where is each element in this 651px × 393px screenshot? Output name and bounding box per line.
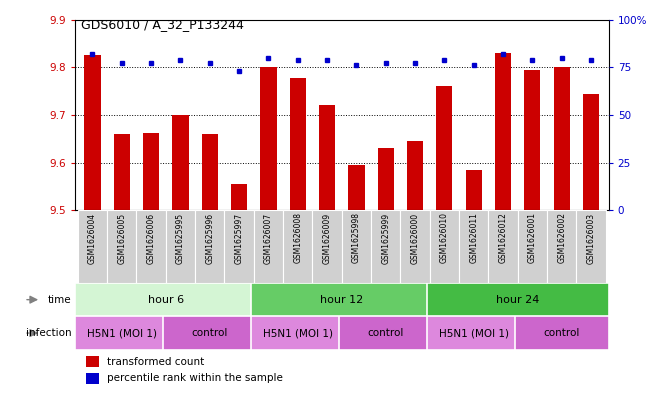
Text: control: control: [368, 328, 404, 338]
Text: GSM1625999: GSM1625999: [381, 213, 390, 264]
Bar: [114, 134, 130, 210]
Text: GSM1626002: GSM1626002: [557, 213, 566, 263]
Bar: [348, 165, 365, 210]
Bar: [495, 53, 511, 210]
Bar: [465, 170, 482, 210]
Text: hour 12: hour 12: [320, 295, 363, 305]
Bar: [339, 316, 433, 350]
Text: GSM1626004: GSM1626004: [88, 213, 97, 264]
Text: GSM1626003: GSM1626003: [587, 213, 596, 264]
Bar: [137, 210, 166, 283]
Bar: [173, 115, 189, 210]
Bar: [312, 210, 342, 283]
Bar: [251, 316, 345, 350]
Text: GDS6010 / A_32_P133244: GDS6010 / A_32_P133244: [81, 18, 244, 31]
Bar: [78, 210, 107, 283]
Text: GSM1625996: GSM1625996: [205, 213, 214, 264]
Text: time: time: [48, 295, 72, 305]
Text: GSM1626001: GSM1626001: [528, 213, 537, 263]
Bar: [518, 210, 547, 283]
Bar: [85, 373, 99, 384]
Text: GSM1626012: GSM1626012: [499, 213, 508, 263]
Bar: [225, 210, 254, 283]
Text: GSM1625995: GSM1625995: [176, 213, 185, 264]
Bar: [107, 210, 137, 283]
Bar: [459, 210, 488, 283]
Bar: [163, 316, 256, 350]
Text: H5N1 (MOI 1): H5N1 (MOI 1): [263, 328, 333, 338]
Bar: [342, 210, 371, 283]
Bar: [430, 210, 459, 283]
Bar: [576, 210, 605, 283]
Bar: [85, 55, 100, 210]
Text: control: control: [191, 328, 228, 338]
Text: GSM1625998: GSM1625998: [352, 213, 361, 263]
Bar: [143, 133, 159, 210]
Text: infection: infection: [26, 328, 72, 338]
Bar: [427, 283, 609, 316]
Text: GSM1626000: GSM1626000: [411, 213, 420, 264]
Bar: [195, 210, 225, 283]
Text: hour 24: hour 24: [496, 295, 540, 305]
Bar: [554, 67, 570, 210]
Bar: [231, 184, 247, 210]
Bar: [75, 283, 256, 316]
Bar: [400, 210, 430, 283]
Bar: [515, 316, 609, 350]
Text: GSM1626011: GSM1626011: [469, 213, 478, 263]
Text: GSM1626009: GSM1626009: [323, 213, 331, 264]
Bar: [371, 210, 400, 283]
Bar: [436, 86, 452, 210]
Bar: [319, 105, 335, 210]
Text: GSM1625997: GSM1625997: [234, 213, 243, 264]
Bar: [251, 283, 433, 316]
Text: GSM1626005: GSM1626005: [117, 213, 126, 264]
Text: control: control: [544, 328, 580, 338]
Text: GSM1626010: GSM1626010: [440, 213, 449, 263]
Bar: [75, 316, 169, 350]
Text: GSM1626007: GSM1626007: [264, 213, 273, 264]
Bar: [283, 210, 312, 283]
Bar: [547, 210, 576, 283]
Text: GSM1626006: GSM1626006: [146, 213, 156, 264]
Text: percentile rank within the sample: percentile rank within the sample: [107, 373, 283, 384]
Bar: [260, 67, 277, 210]
Bar: [427, 316, 521, 350]
Text: H5N1 (MOI 1): H5N1 (MOI 1): [439, 328, 509, 338]
Bar: [407, 141, 423, 210]
Bar: [583, 94, 599, 210]
Text: GSM1626008: GSM1626008: [294, 213, 302, 263]
Text: transformed count: transformed count: [107, 356, 204, 367]
Bar: [202, 134, 218, 210]
Bar: [488, 210, 518, 283]
Text: H5N1 (MOI 1): H5N1 (MOI 1): [87, 328, 157, 338]
Bar: [378, 148, 394, 210]
Text: hour 6: hour 6: [148, 295, 184, 305]
Bar: [166, 210, 195, 283]
Bar: [254, 210, 283, 283]
Bar: [290, 78, 306, 210]
Bar: [85, 356, 99, 367]
Bar: [524, 70, 540, 210]
